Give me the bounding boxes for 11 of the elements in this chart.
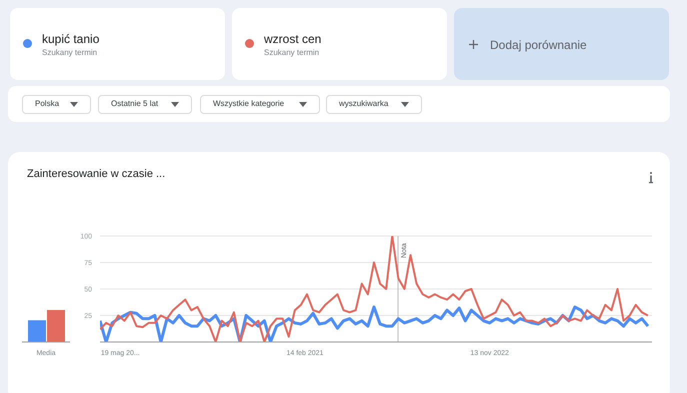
text: Wszystkie kategorie [213,99,284,108]
legend-label: wzrost cen [264,32,322,46]
text: wyszukiwarka [339,99,388,108]
line-series [100,236,649,342]
text: Polska [35,99,60,108]
text: Szukany termin [42,48,98,57]
text: Ostatnie 5 lat [111,99,158,108]
legend-label: kupić tanio [42,32,100,46]
chart-title: Zainteresowanie w czasie ... [27,168,166,180]
text: Dodaj porównanie [490,38,587,52]
text: Szukany termin [264,48,320,57]
